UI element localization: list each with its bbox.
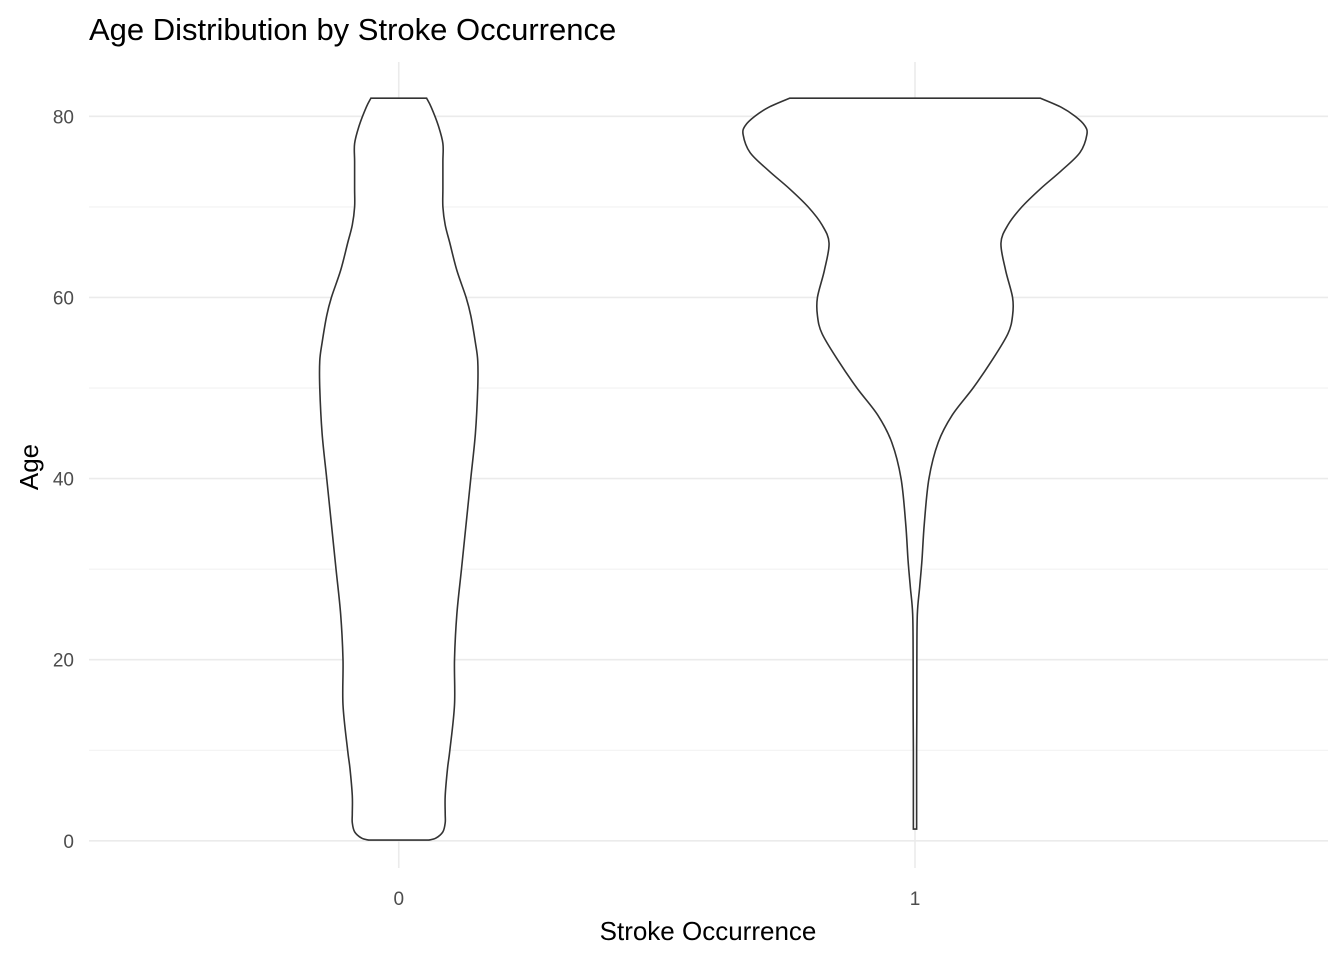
x-axis-title: Stroke Occurrence xyxy=(600,916,817,946)
y-tick-label: 40 xyxy=(53,470,74,491)
y-tick-label: 20 xyxy=(53,651,74,672)
violin-0 xyxy=(318,97,479,841)
y-axis-tick-labels: 0 20 40 60 80 xyxy=(53,107,74,852)
violins xyxy=(318,97,1088,841)
y-tick-label: 0 xyxy=(63,832,74,853)
y-tick-label: 80 xyxy=(53,107,74,128)
y-axis-title: Age xyxy=(14,444,44,490)
x-tick-label: 1 xyxy=(910,889,921,910)
violin-1 xyxy=(742,97,1088,830)
y-tick-label: 60 xyxy=(53,288,74,309)
x-tick-label: 0 xyxy=(393,889,404,910)
chart-title: Age Distribution by Stroke Occurrence xyxy=(89,12,616,47)
grid xyxy=(89,62,1328,868)
